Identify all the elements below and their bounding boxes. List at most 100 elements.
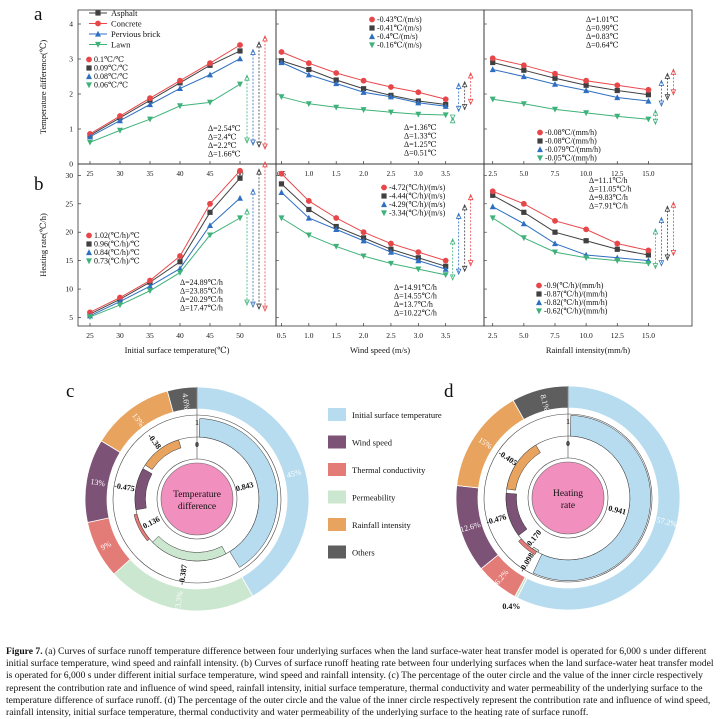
- center-circle: [160, 462, 234, 536]
- outer-slice-label: 23.3%: [173, 590, 185, 612]
- data-point: [333, 243, 340, 250]
- y-tick-label: 20: [66, 228, 74, 237]
- legend-marker: [95, 20, 101, 27]
- y-tick-label: 10: [66, 285, 74, 294]
- b-right-slope-label: -0.9(℃/h)/(mm/h): [544, 281, 604, 290]
- panel-letter-b: b: [34, 174, 44, 195]
- slope-marker: [536, 308, 542, 315]
- influence-label: 0.136: [141, 514, 161, 530]
- delta-label: Δ=1.01℃: [586, 15, 619, 24]
- data-point: [360, 86, 367, 92]
- data-point: [117, 117, 123, 124]
- b-mid-slope-label: -3.34(℃/h)/(m/s): [389, 209, 446, 218]
- slope-marker: [86, 232, 92, 239]
- data-point: [177, 103, 183, 110]
- data-point: [333, 226, 340, 232]
- outer-slice-label: 13%: [90, 477, 106, 488]
- data-point: [177, 253, 183, 259]
- donut-c: 45%23.3%9%13%13%4.6%0.843-0.3870.136-0.4…: [84, 386, 310, 612]
- delta-arrow-head-top: [467, 193, 474, 201]
- influence-label: 0.170: [525, 528, 543, 548]
- x-tick-label: 7.5: [551, 170, 560, 178]
- influence-label: 0.941: [607, 504, 627, 517]
- data-point: [645, 86, 652, 93]
- data-point: [360, 77, 367, 84]
- delta-arrow-head-top: [664, 72, 671, 79]
- data-point: [117, 294, 123, 301]
- series-line-concrete: [89, 170, 241, 313]
- slope-marker: [369, 25, 375, 31]
- data-point: [333, 80, 340, 87]
- data-point: [645, 247, 652, 254]
- delta-label: Δ=20.29℃/h: [180, 295, 223, 304]
- data-point: [177, 85, 183, 91]
- donut-d: 57.2%0.4%6.2%12.6%15%8.1%0.941-0.0980.17…: [455, 385, 681, 611]
- y-tick-label: 3: [69, 55, 73, 64]
- legend-label: Pervious brick: [111, 29, 161, 39]
- delta-label: Δ=1.25℃: [404, 140, 437, 149]
- data-point: [490, 192, 496, 198]
- data-point: [551, 240, 558, 247]
- delta-label: Δ=7.91℃/h: [589, 202, 628, 211]
- panel-a-mid: 0.51.01.52.02.53.03.5-0.43℃/(m/s)-0.41℃/…: [275, 9, 485, 178]
- data-point: [333, 215, 340, 221]
- panel-letter-d: d: [444, 381, 454, 402]
- series-line-concrete: [492, 57, 649, 91]
- data-point: [207, 71, 213, 78]
- x-tick-label: 2.5: [387, 170, 396, 178]
- slope-marker: [369, 33, 375, 40]
- influence-bar-initial-surface-temperature: [198, 418, 278, 568]
- data-point: [237, 55, 243, 62]
- factor-label: Others: [352, 548, 375, 558]
- data-point: [387, 93, 394, 100]
- influence-label: -0.405: [497, 449, 519, 468]
- delta-label: Δ=24.89℃/h: [180, 278, 223, 287]
- data-point: [583, 238, 589, 244]
- data-point: [278, 49, 285, 55]
- data-point: [360, 237, 367, 244]
- center-title: Temperature: [173, 490, 221, 500]
- delta-arrow-head-top: [455, 212, 462, 219]
- a-right-slope-label: -0.08℃/(mm/h): [545, 137, 597, 146]
- x-tick-label: 25: [87, 170, 95, 178]
- data-point: [645, 92, 652, 98]
- series-line-concrete: [89, 44, 241, 135]
- b-mid-slope-label: -4.72(℃/h)/(m/s): [389, 183, 446, 192]
- data-point: [87, 309, 93, 316]
- data-point: [583, 77, 590, 84]
- panel-b-mid: 0.5 1.0 1.5 2.0 2.5 3.0 3.5 Wind speed (m/s) -4.…: [275, 163, 485, 355]
- factor-swatch-thermal-conductivity: [328, 463, 346, 476]
- a-left-slope-label: 0.09℃/℃: [94, 64, 128, 73]
- panel-letter-a: a: [34, 4, 43, 25]
- delta-arrow-head-top: [250, 188, 256, 195]
- delta-label: Δ=23.85℃/h: [180, 287, 223, 296]
- data-point: [442, 112, 449, 119]
- a-mid-slope-label: -0.43℃/(m/s): [377, 15, 422, 24]
- influence-bar-rainfall-intensity: [144, 439, 182, 470]
- data-point: [489, 203, 496, 210]
- b-right-slope-label: -0.87(℃/h)/(mm/h): [544, 290, 608, 299]
- slope-marker: [86, 249, 92, 256]
- influence-label: -0.098: [517, 551, 536, 573]
- factor-label: Thermal conductivity: [352, 465, 426, 475]
- x-tick-label: 45: [206, 331, 214, 340]
- data-point: [305, 71, 312, 78]
- x-tick-label: 15.0: [642, 170, 655, 178]
- influence-label: -0.387: [177, 564, 189, 586]
- data-point: [387, 260, 394, 267]
- x-tick-label: 7.5: [550, 331, 560, 340]
- delta-label: Δ=1.33℃: [404, 132, 437, 141]
- data-point: [177, 269, 183, 276]
- data-point: [583, 82, 589, 88]
- data-point: [415, 111, 422, 118]
- data-point: [552, 70, 558, 77]
- delta-label: Δ=14.91℃/h: [394, 283, 437, 292]
- x-tick-label: 3.0: [414, 170, 423, 178]
- delta-arrow-head-bottom: [244, 137, 250, 144]
- delta-arrow-head-bottom: [461, 104, 468, 111]
- influence-bar-wind-speed: [505, 492, 528, 536]
- center-circle: [531, 461, 605, 535]
- b-right-slope-label: -0.62(℃/h)/(mm/h): [544, 307, 608, 316]
- x-tick-label: 12.5: [611, 170, 624, 178]
- center-title: difference: [178, 501, 216, 512]
